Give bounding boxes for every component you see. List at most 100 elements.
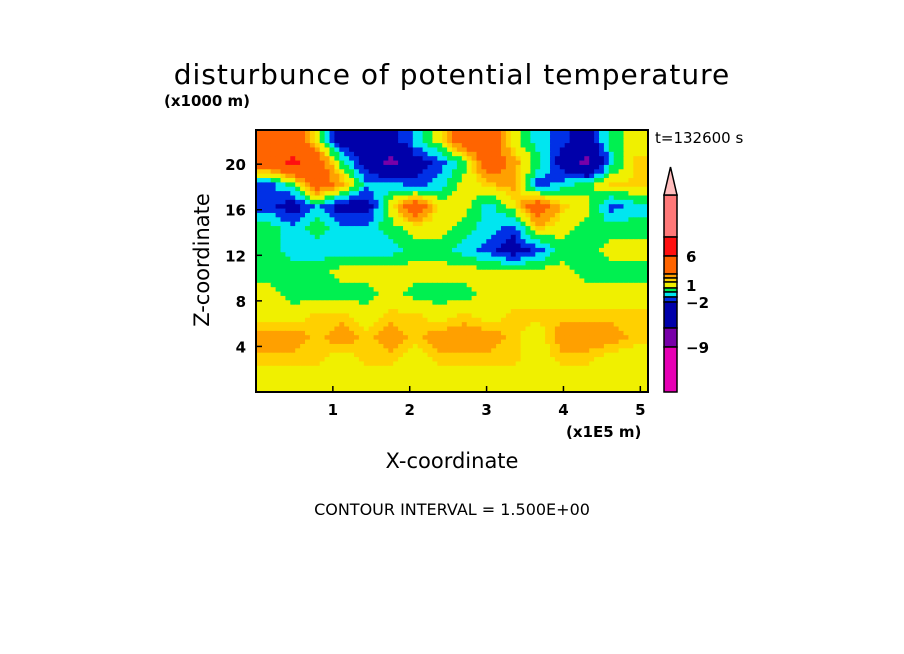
contour-cell [427,352,433,358]
contour-cell [525,247,531,253]
contour-cell [422,239,429,245]
contour-cell [432,261,438,266]
contour-cell [638,130,644,135]
contour-cell [515,339,522,345]
contour-cell [579,204,585,210]
contour-cell [540,143,546,149]
contour-cell [559,313,566,319]
contour-cell [515,335,522,341]
contour-cell [515,252,522,258]
contour-cell [270,304,277,310]
contour-cell [329,374,335,380]
contour-cell [407,287,414,293]
contour-cell [432,239,438,245]
contour-cell [290,208,296,214]
contour-cell [388,295,394,301]
contour-cell [579,151,585,157]
contour-cell [383,370,389,376]
contour-cell [496,361,502,367]
contour-cell [496,265,502,271]
contour-cell [373,226,380,232]
contour-cell [265,261,272,266]
contour-cell [603,191,610,197]
contour-cell [314,287,321,293]
contour-cell [554,352,561,358]
contour-cell [383,365,389,371]
contour-cell [613,387,620,393]
contour-cell [643,309,649,314]
contour-cell [354,309,360,314]
contour-cell [305,143,311,149]
contour-cell [501,383,507,389]
contour-cell [608,186,615,192]
contour-cell [574,226,580,232]
contour-cell [608,274,615,280]
contour-cell [456,173,463,179]
contour-cell [574,317,580,323]
contour-cell [447,230,453,236]
contour-cell [550,295,556,301]
contour-cell [358,339,365,345]
contour-cell [319,130,326,135]
contour-cell [442,309,448,314]
contour-cell [594,278,600,284]
contour-cell [452,383,458,389]
contour-cell [295,374,301,380]
contour-cell [383,182,389,188]
contour-cell [398,278,404,284]
contour-cell [491,212,497,218]
contour-cell [461,261,468,266]
contour-cell [510,252,517,258]
contour-cell [554,138,561,144]
contour-cell [432,186,438,192]
contour-cell [270,300,277,306]
contour-cell [407,147,414,153]
contour-cell [309,226,316,232]
contour-cell [638,164,644,170]
contour-cell [349,357,355,363]
contour-cell [501,173,507,179]
contour-cell [476,348,482,354]
contour-cell [554,261,561,266]
contour-cell [393,287,399,293]
contour-cell [530,156,536,162]
contour-cell [275,378,282,384]
contour-cell [505,361,512,367]
contour-cell [623,195,629,201]
contour-cell [628,313,634,319]
contour-cell [334,130,340,135]
contour-cell [309,383,316,389]
contour-cell [564,186,571,192]
contour-cell [618,256,625,262]
contour-cell [589,361,595,367]
contour-cell [358,343,365,349]
contour-cell [501,387,507,393]
contour-cell [633,160,639,166]
contour-cell [608,204,615,210]
contour-cell [559,247,566,253]
contour-cell [594,383,600,389]
contour-cell [505,208,512,214]
contour-cell [354,138,360,144]
contour-cell [559,256,566,262]
contour-cell [599,300,605,306]
contour-cell [643,143,649,149]
contour-cell [589,252,595,258]
contour-cell [256,204,262,210]
contour-cell [305,265,311,271]
contour-cell [471,287,478,293]
contour-cell [305,164,311,170]
contour-cell [363,208,370,214]
contour-cell [393,243,399,249]
contour-cell [628,291,634,297]
contour-cell [432,169,438,175]
contour-cell [486,348,492,354]
contour-cell [368,164,375,170]
contour-cell [363,282,370,288]
contour-cell [466,387,473,393]
contour-cell [515,182,522,188]
contour-cell [486,370,492,376]
contour-cell [618,309,625,314]
contour-cell [403,247,409,253]
contour-cell [398,365,404,371]
